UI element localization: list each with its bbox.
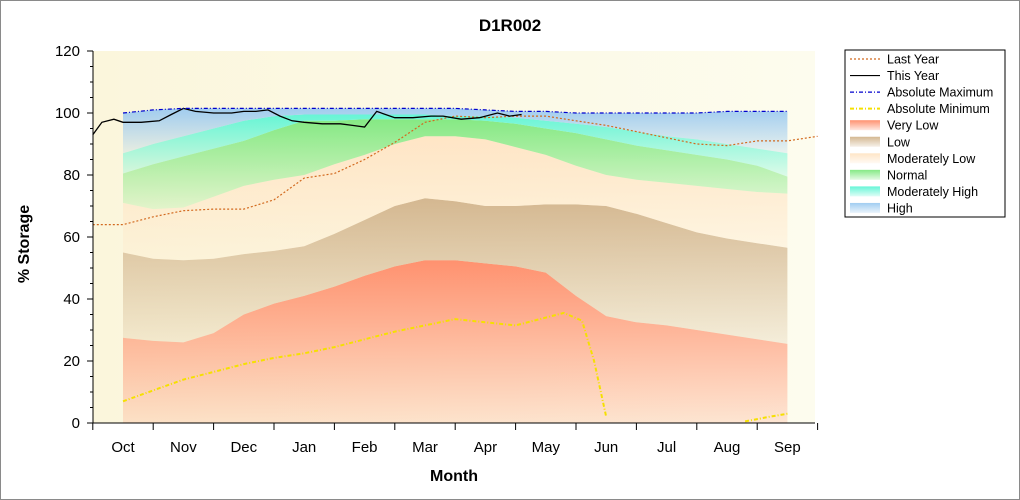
data-series (92, 107, 818, 423)
y-tick-label: 60 (63, 229, 80, 246)
legend-swatch (850, 169, 880, 180)
legend-entry: Moderately Low (887, 152, 976, 166)
axes: 0 20 40 60 80 100 120 Oct Nov Dec Jan Feb Mar Apr May J… (55, 43, 819, 456)
y-tick-label: 80 (63, 167, 80, 184)
x-tick-label: Aug (714, 439, 741, 456)
legend-entry: Moderately High (887, 185, 978, 199)
x-tick-label: Dec (230, 439, 257, 456)
x-tick-label: Jun (594, 439, 618, 456)
y-tick-label: 20 (63, 353, 80, 370)
legend-entry: Absolute Maximum (887, 86, 993, 100)
legend-swatch (850, 136, 880, 147)
legend-swatch (850, 153, 880, 164)
legend-entry: Normal (887, 168, 927, 182)
y-tick-label: 0 (72, 415, 80, 432)
x-tick-label: Mar (412, 439, 438, 456)
x-tick-label: Sep (774, 439, 801, 456)
legend-entry: Very Low (887, 119, 939, 133)
y-tick-label: 120 (55, 43, 80, 60)
band-high (123, 108, 788, 154)
x-tick-label: May (532, 439, 561, 456)
x-tick-label: Oct (111, 439, 135, 456)
series-absolute-maximum (122, 107, 788, 114)
chart-title: D1R002 (479, 16, 541, 35)
x-tick-label: Jul (657, 439, 676, 456)
y-tick-label: 40 (63, 291, 80, 308)
x-tick-label: Apr (474, 439, 497, 456)
band-very-low (123, 260, 788, 423)
legend-entry: High (887, 201, 913, 215)
legend-swatch (850, 202, 880, 213)
legend-entry: This Year (887, 69, 939, 83)
series-this-year (92, 107, 522, 136)
x-tick-label: Nov (170, 439, 197, 456)
legend-entry: Absolute Minimum (887, 102, 990, 116)
legend-swatch (850, 120, 880, 131)
x-tick-label: Jan (292, 439, 316, 456)
legend-entry: Low (887, 135, 911, 149)
band-low (123, 198, 788, 344)
band-moderately-low (123, 136, 788, 261)
percentile-bands (123, 108, 788, 423)
y-axis-label: % Storage (16, 205, 33, 283)
legend: Last Year This Year Absolute Maximum Absolu… (844, 49, 1006, 218)
series-absolute-minimum (122, 311, 608, 418)
series-absolute-minimum (744, 412, 788, 423)
legend-entry: Last Year (887, 53, 939, 67)
x-axis-label: Month (430, 468, 478, 485)
legend-swatch (850, 186, 880, 197)
x-tick-label: Feb (352, 439, 378, 456)
band-normal (123, 119, 788, 210)
y-tick-label: 100 (55, 105, 80, 122)
band-moderately-high (123, 114, 788, 177)
